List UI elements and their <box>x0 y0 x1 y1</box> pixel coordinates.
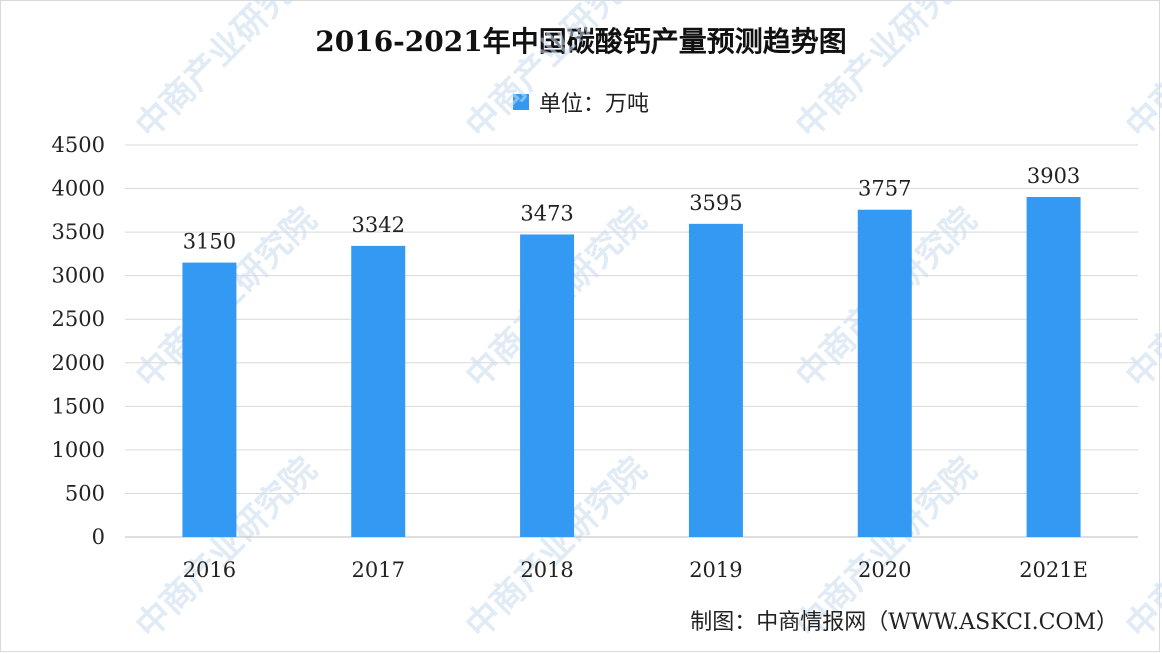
watermark-layer: 中商产业研究院 中商产业研究院 中商产业研究院 中商产业研究院中商产业研究院中商产业研… <box>128 0 1162 646</box>
y-tick-label: 2500 <box>52 307 105 331</box>
bar <box>857 209 912 537</box>
x-tick-label: 2018 <box>520 558 573 582</box>
data-labels: 3150 3342 3473 3595 3757 3903 <box>183 164 1081 254</box>
data-label: 3595 <box>689 191 742 215</box>
source-note: 制图：中商情报网（WWW.ASKCI.COM） <box>690 610 1118 635</box>
watermark-text: 中商产业研究院 <box>1118 0 1162 146</box>
watermark-text: 中商产业研究院 <box>1118 450 1162 647</box>
data-label: 3342 <box>352 213 405 237</box>
x-tick-label: 2016 <box>183 558 236 582</box>
y-tick-label: 4000 <box>52 177 105 201</box>
watermark-text: 中商产业研究院 <box>128 0 325 146</box>
y-tick-label: 3500 <box>52 220 105 244</box>
data-label: 3150 <box>183 230 236 254</box>
watermark-text: 中商产业研究院 <box>458 0 655 146</box>
chart-title: 2016-2021年中国碳酸钙产量预测趋势图 <box>315 25 847 58</box>
bars <box>182 197 1081 537</box>
bar <box>688 223 743 537</box>
data-label: 3903 <box>1027 164 1080 188</box>
data-label: 3473 <box>520 201 573 225</box>
x-tick-label: 2017 <box>352 558 405 582</box>
watermark-text: 中商产业研究院 <box>788 0 985 146</box>
bar <box>351 245 406 537</box>
x-tick-label: 2019 <box>689 558 742 582</box>
watermark-text: 中商产业研究院 <box>1118 200 1162 397</box>
bar <box>1026 197 1081 537</box>
y-tick-label: 3000 <box>52 264 105 288</box>
y-tick-label: 4500 <box>52 133 105 157</box>
x-tick-label: 2021E <box>1019 558 1088 582</box>
data-label: 3757 <box>858 177 911 201</box>
legend-label: 单位：万吨 <box>538 92 649 117</box>
legend: 单位：万吨 <box>0 86 1162 118</box>
grid-lines <box>125 144 1138 538</box>
x-tick-label: 2020 <box>858 558 911 582</box>
bar <box>520 234 575 537</box>
y-axis-ticks: 0 500 1000 1500 2000 2500 3000 3500 4000 4500 <box>52 133 105 549</box>
bar <box>182 262 237 537</box>
y-tick-label: 1500 <box>52 394 105 418</box>
y-tick-label: 500 <box>65 481 105 505</box>
x-axis-ticks: 2016 2017 2018 2019 2020 2021E <box>183 558 1088 582</box>
legend-swatch <box>512 94 529 110</box>
y-tick-label: 1000 <box>52 438 105 462</box>
y-tick-label: 0 <box>92 525 105 549</box>
y-tick-label: 2000 <box>52 351 105 375</box>
